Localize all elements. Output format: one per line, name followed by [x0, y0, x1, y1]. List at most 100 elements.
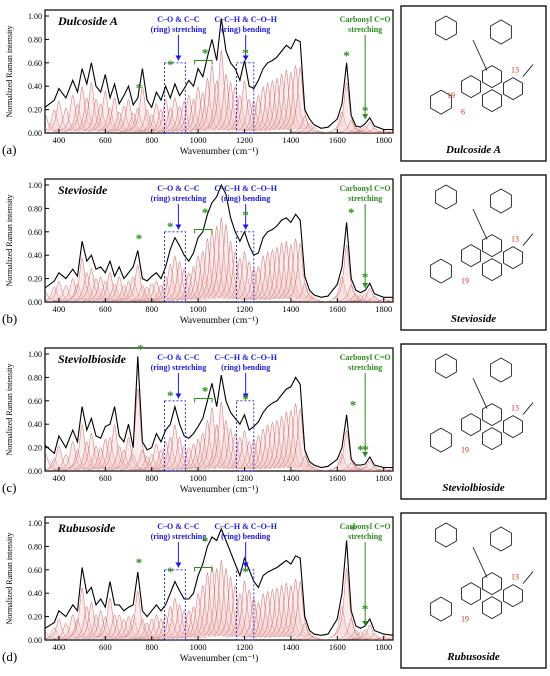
fit-peak	[245, 434, 272, 470]
fit-peak	[87, 609, 114, 639]
y-axis-label: Normalized Raman intensity	[5, 195, 14, 287]
fit-peak	[180, 98, 207, 132]
fit-peak	[287, 67, 314, 130]
fit-peak	[249, 592, 277, 638]
core-ring	[482, 403, 502, 427]
fit-peak	[226, 94, 253, 132]
peak-asterisk: *	[350, 522, 357, 537]
fit-peak	[277, 244, 305, 299]
fit-peak	[259, 79, 286, 131]
fit-peak	[161, 254, 189, 300]
fit-peak	[73, 271, 100, 301]
x-axis-label: Wavenumber (cm⁻¹)	[180, 315, 259, 326]
fit-peak	[240, 438, 267, 470]
fit-peak	[347, 295, 374, 302]
fit-peak	[106, 445, 133, 470]
spectrum-line	[44, 356, 393, 469]
chart-panel-3: 0.00 0.20 0.40 0.60 0.80 1.00 400 600 800 1000 120…	[2, 341, 547, 500]
y-tick-label: 0.60	[28, 59, 42, 68]
fit-peak	[96, 271, 124, 301]
y-axis-label: Normalized Raman intensity	[5, 533, 14, 625]
sugar-ring	[430, 427, 452, 453]
atom-label: 19	[461, 446, 469, 455]
annotation-arrowhead	[362, 451, 369, 457]
structure-frame	[400, 343, 547, 500]
x-tick-label: 1400	[282, 642, 299, 652]
y-tick-label: 0.20	[28, 613, 42, 622]
chart-title: Rubusoside	[57, 521, 116, 535]
chart-panel-1: 0.00 0.20 0.40 0.60 0.80 1.00 400 600 800 1000 120…	[2, 5, 547, 162]
fit-peak	[189, 250, 216, 300]
fit-peak	[101, 423, 128, 469]
fit-peak	[143, 614, 170, 639]
annotation-arrowhead	[242, 393, 249, 399]
peak-asterisk: *	[348, 205, 355, 220]
fit-peak	[347, 466, 374, 472]
x-tick-label: 1400	[282, 304, 299, 314]
x-tick-label: 1600	[329, 642, 346, 652]
sugar-ring	[430, 258, 452, 284]
fit-peak	[138, 618, 165, 640]
fit-peak	[171, 609, 198, 639]
fit-peak	[147, 618, 175, 640]
fit-peak	[231, 580, 258, 637]
fit-peak	[87, 446, 114, 470]
x-tick-label: 400	[53, 473, 66, 483]
fit-peak	[157, 263, 184, 301]
x-tick-label: 400	[53, 642, 66, 652]
fit-peak	[352, 465, 379, 471]
peak-asterisk: *	[343, 48, 350, 63]
chart-title: Dulcoside A	[57, 14, 118, 28]
fit-peak	[45, 286, 68, 302]
fit-peaks	[44, 388, 394, 472]
fit-peak	[68, 423, 96, 469]
fit-peak	[124, 388, 151, 467]
x-axis-label: Wavenumber (cm⁻¹)	[180, 484, 259, 495]
x-tick-label: 1200	[236, 135, 253, 145]
fit-peak	[134, 286, 161, 302]
fit-peak	[45, 445, 72, 470]
fit-peak	[287, 408, 314, 468]
region-box	[235, 62, 255, 134]
fit-peak	[301, 466, 328, 472]
atom-label: 19	[447, 91, 455, 100]
annotation-label-line2: (ring) bending	[221, 532, 270, 541]
fit-peak	[222, 585, 249, 638]
fit-peak	[208, 217, 235, 298]
annotation-label: C–C–H & C–O–H	[214, 15, 277, 24]
molecule-name: Steviolbioside	[442, 482, 504, 494]
atom-label: 6	[461, 108, 465, 117]
fit-peak	[143, 280, 170, 302]
fit-peak	[342, 629, 369, 640]
fit-peak	[198, 565, 226, 636]
x-tick-label: 800	[145, 473, 158, 483]
peak-asterisk: *	[167, 388, 174, 403]
exo-methylene	[522, 402, 534, 415]
fit-peak	[203, 226, 230, 298]
peak-asterisk: *	[202, 205, 209, 220]
annotation-arrowhead	[175, 55, 182, 61]
fit-peak	[161, 96, 188, 132]
atom-label: 19	[461, 277, 469, 286]
atom-label: 13	[511, 404, 519, 413]
fit-peak	[44, 291, 59, 302]
fit-peak	[120, 614, 147, 639]
molecule-structure: 13 19 Stevioside	[400, 174, 547, 331]
peak-asterisk: *	[136, 81, 143, 96]
fit-peak	[45, 108, 68, 132]
fit-peak	[161, 597, 188, 638]
y-tick-label: 0.60	[28, 228, 42, 237]
panel-letter: (a)	[2, 142, 16, 157]
fit-peak	[212, 568, 240, 637]
fit-peak	[356, 624, 383, 640]
fit-peak	[282, 403, 309, 468]
fit-peak	[180, 605, 207, 639]
peak-asterisk: *	[362, 269, 369, 284]
annotation-arrowhead	[362, 282, 369, 288]
fit-peak	[328, 605, 356, 639]
fit-peak	[226, 436, 253, 470]
x-tick-label: 1800	[375, 473, 392, 483]
annotation-label-line2: stretching	[348, 363, 382, 372]
fit-peak	[198, 407, 226, 468]
fit-peak	[296, 293, 323, 302]
